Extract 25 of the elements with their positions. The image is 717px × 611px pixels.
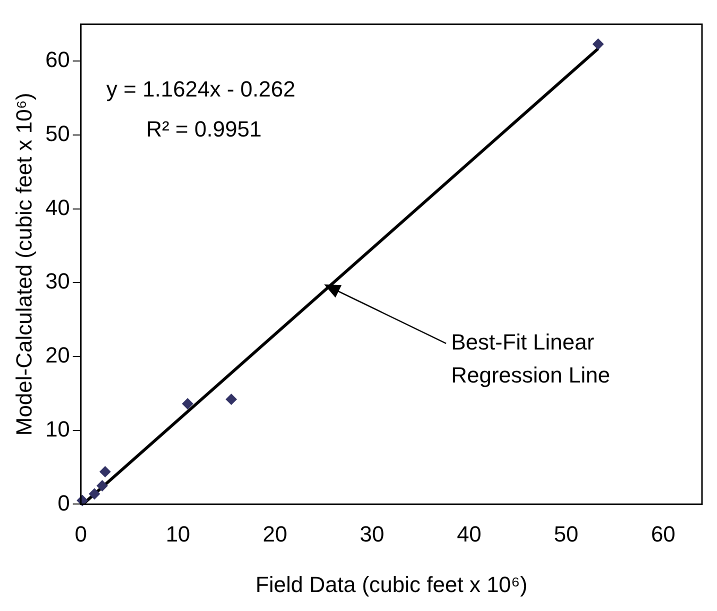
x-axis-title: Field Data (cubic feet x 10⁶) — [255, 572, 528, 597]
y-tick-label: 0 — [58, 490, 70, 516]
y-tick-label: 10 — [45, 416, 70, 442]
x-tick-label: 60 — [650, 521, 676, 546]
point — [226, 394, 237, 405]
x-tick-label: 10 — [166, 521, 190, 546]
x-tick-label: 40 — [456, 521, 482, 546]
x-tick-label: 20 — [262, 521, 288, 546]
y-axis-title: Model-Calculated (cubic feet x 10⁶) — [11, 92, 36, 436]
point — [88, 488, 100, 500]
point — [96, 480, 108, 492]
x-tick-label: 50 — [554, 521, 578, 546]
y-tick-label: 50 — [45, 121, 70, 146]
annotation: y = 1.1624x - 0.262 — [106, 76, 296, 102]
annotation: Best-Fit Linear Regression Line — [451, 329, 610, 388]
annotation: R² = 0.9951 — [146, 116, 262, 142]
x-tick-label: 30 — [360, 521, 384, 546]
point — [100, 466, 111, 478]
y-tick-label: 40 — [45, 194, 70, 220]
y-tick-label: 20 — [45, 342, 70, 368]
y-tick-label: 30 — [45, 268, 70, 294]
point — [592, 38, 604, 50]
y-tick-label: 60 — [45, 47, 70, 72]
point — [182, 398, 194, 410]
x-tick-label: 0 — [74, 521, 87, 546]
